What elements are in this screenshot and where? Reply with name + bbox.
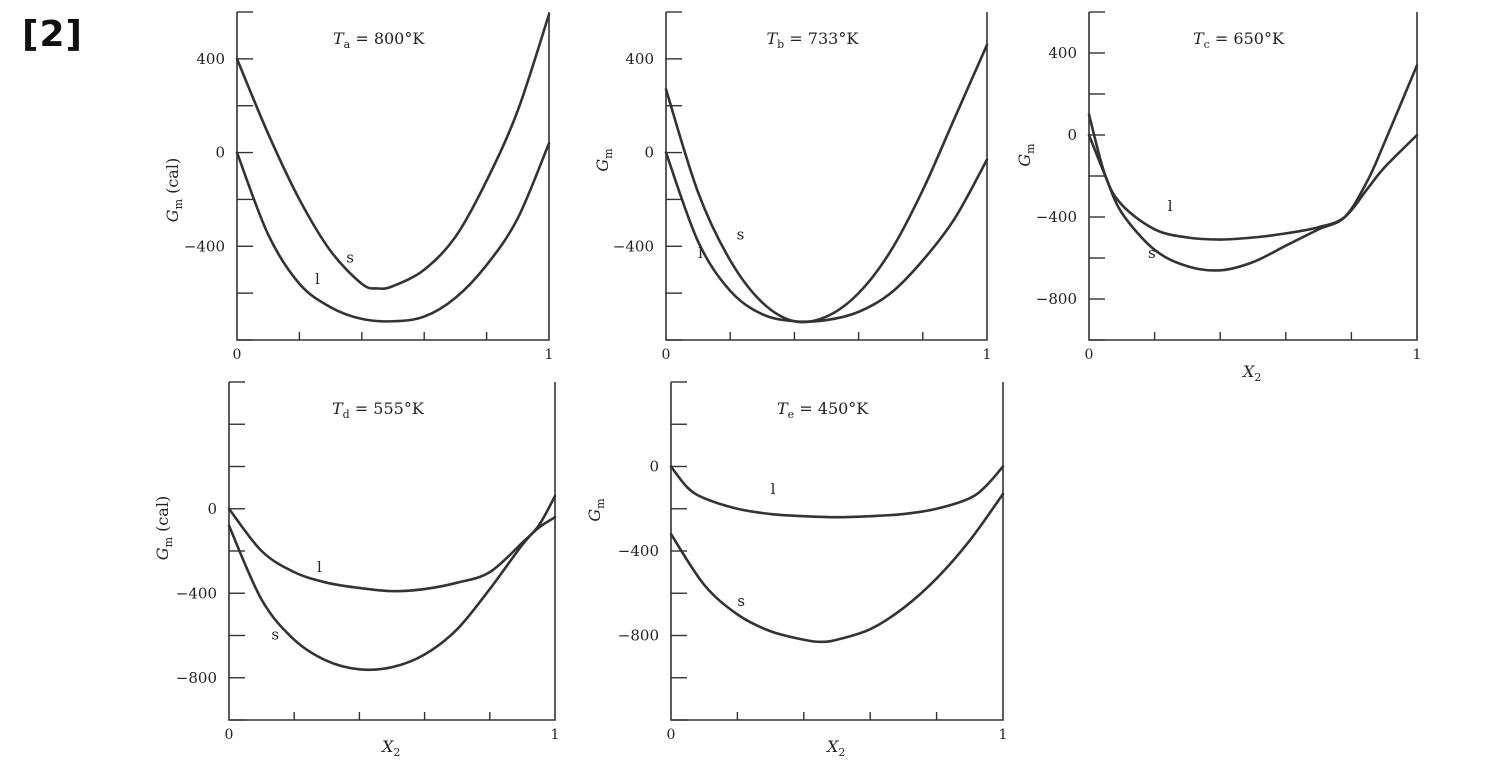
series-line-s	[664, 43, 989, 324]
x-tick-label: 0	[233, 347, 242, 363]
x-axis-label: X2	[1241, 362, 1261, 384]
x-tick-label: 0	[662, 347, 671, 363]
chart-panel-4: 0 −400 −800 0 1 Td = 555°K Gm (cal) X2 l s	[153, 381, 560, 759]
y-tick-label: −400	[613, 237, 654, 255]
axes-frame	[665, 12, 988, 341]
curve-label-l: l	[698, 244, 703, 262]
series-line-s	[669, 492, 1005, 644]
chart-panel-1: 400 0 −400 0 1 Ta = 800°K Gm (cal) s l	[163, 11, 554, 363]
curve-label-s: s	[737, 225, 745, 243]
y-tick-label: −800	[1036, 290, 1077, 308]
x-tick-label: 0	[667, 727, 676, 743]
x-tick-label: 0	[1085, 347, 1094, 363]
chart-title: Tc = 650°K	[1193, 29, 1285, 51]
x-axis-label: X2	[825, 737, 845, 759]
series-line-l	[235, 141, 551, 323]
y-axis-label: Gm	[593, 148, 615, 172]
chart-panel-5: 0 −400 −800 0 1 Te = 450°K Gm X2 l s	[585, 381, 1008, 759]
y-tick-label: −400	[176, 584, 217, 602]
axes-frame	[228, 382, 556, 721]
curve-label-s: s	[1148, 244, 1156, 262]
curve-label-s: s	[346, 249, 354, 267]
curve-label-s: s	[271, 626, 279, 644]
figure-label: [2]	[22, 14, 83, 55]
y-axis-label: Gm	[1015, 143, 1037, 167]
chart-panel-2: 400 0 −400 0 1 Tb = 733°K Gm s l	[593, 11, 992, 363]
x-tick-label: 1	[999, 727, 1008, 743]
y-tick-label: 400	[196, 50, 225, 68]
axes-frame	[1088, 12, 1418, 341]
chart-title: Ta = 800°K	[333, 29, 425, 51]
y-tick-label: 0	[1067, 126, 1077, 144]
x-tick-label: 1	[983, 347, 992, 363]
axes-frame	[236, 12, 550, 341]
chart-title: Te = 450°K	[777, 399, 869, 421]
y-tick-label: 400	[1048, 44, 1077, 62]
y-tick-label: −400	[1036, 208, 1077, 226]
chart-title: Td = 555°K	[332, 399, 425, 421]
series-line-l	[669, 465, 1005, 519]
y-axis-label: Gm (cal)	[163, 158, 185, 222]
y-axis-label: Gm (cal)	[153, 496, 175, 560]
y-tick-label: −800	[176, 669, 217, 687]
series-line-l	[664, 151, 989, 324]
y-tick-label: −400	[184, 237, 225, 255]
curve-label-l: l	[1168, 197, 1173, 215]
x-axis-label: X2	[380, 737, 400, 759]
y-axis-label: Gm	[585, 498, 607, 522]
curve-label-l: l	[317, 558, 322, 576]
x-tick-label: 1	[545, 347, 554, 363]
y-tick-label: 0	[644, 144, 654, 162]
series-line-l	[227, 494, 557, 593]
y-tick-label: −400	[618, 542, 659, 560]
series-line-l	[1087, 113, 1419, 241]
series-line-s	[1087, 64, 1419, 272]
curve-label-l: l	[315, 270, 320, 288]
curve-label-s: s	[737, 592, 745, 610]
chart-panel-3: 400 0 −400 −800 0 1 Tc = 650°K Gm X2 l s	[1015, 11, 1422, 384]
x-tick-label: 0	[225, 727, 234, 743]
y-tick-label: 0	[215, 144, 225, 162]
axes-frame	[670, 382, 1004, 721]
series-line-s	[235, 13, 551, 291]
curve-label-l: l	[771, 480, 776, 498]
y-tick-label: 400	[625, 50, 654, 68]
x-tick-label: 1	[551, 727, 560, 743]
series-line-s	[227, 515, 557, 672]
x-tick-label: 1	[1413, 347, 1422, 363]
y-tick-label: −800	[618, 627, 659, 645]
chart-title: Tb = 733°K	[767, 29, 860, 51]
y-tick-label: 0	[649, 458, 659, 476]
y-tick-label: 0	[207, 500, 217, 518]
